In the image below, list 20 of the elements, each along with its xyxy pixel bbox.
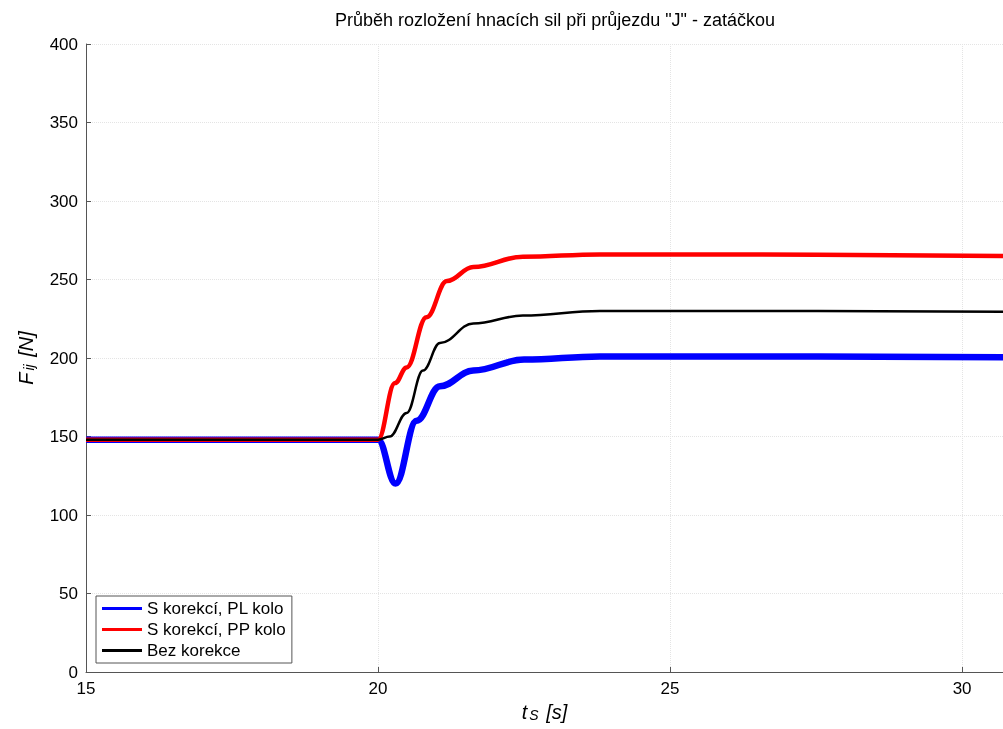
x-axis-title: tS [s] xyxy=(521,700,568,723)
chart-title: Průběh rozložení hnacích sil při průjezdu "J" - zatáčkou xyxy=(335,10,775,30)
x-tick-label: 30 xyxy=(952,679,972,698)
legend-label: S korekcí, PL kolo xyxy=(147,599,284,618)
y-tick-label: 350 xyxy=(49,113,78,132)
y-tick-label: 150 xyxy=(49,427,78,446)
y-tick-label: 50 xyxy=(59,584,78,603)
y-tick-label: 200 xyxy=(49,348,78,368)
x-tick-label: 20 xyxy=(368,679,388,698)
y-tick-label: 300 xyxy=(49,191,78,211)
line-series xyxy=(84,309,1003,441)
x-tick-label: 25 xyxy=(660,679,680,698)
y-tick-label: 100 xyxy=(49,505,78,525)
y-tick-label: 400 xyxy=(49,34,78,54)
y-tick-label: 250 xyxy=(49,270,78,289)
legend-label: S korekcí, PP kolo xyxy=(147,620,286,639)
y-axis-title: Fij [N] xyxy=(15,330,37,385)
legend-label: Bez korekce xyxy=(147,641,241,660)
y-tick-label: 0 xyxy=(68,662,78,682)
x-tick-label: 15 xyxy=(76,679,96,698)
